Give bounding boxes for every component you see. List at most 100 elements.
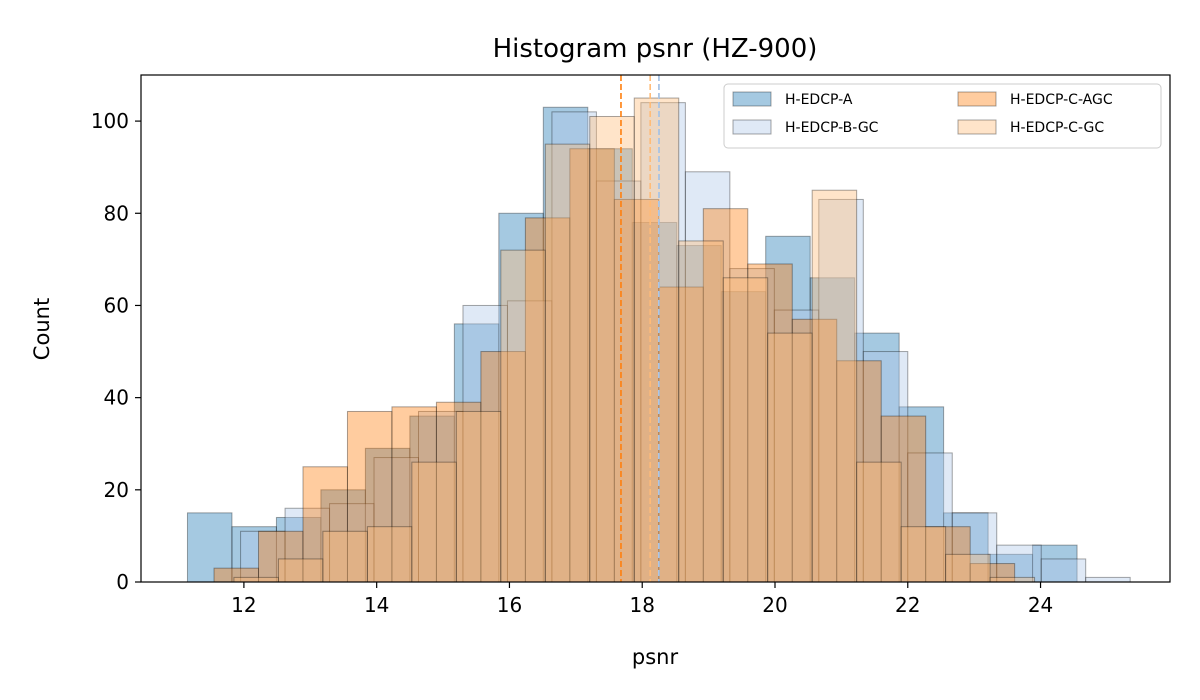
histogram-bar xyxy=(544,143,591,583)
histogram-bars xyxy=(186,97,1131,583)
histogram-bar xyxy=(258,530,304,583)
histogram-bar xyxy=(500,249,546,583)
histogram-bar xyxy=(589,115,635,583)
histogram-bar xyxy=(233,576,279,583)
histogram-bar xyxy=(320,489,366,583)
histogram-bar xyxy=(989,576,1036,583)
histogram-bar xyxy=(633,97,680,583)
histogram-bar xyxy=(569,148,615,583)
series-2 xyxy=(240,102,1131,583)
histogram-bar xyxy=(720,291,767,583)
y-tick-label: 80 xyxy=(104,201,129,225)
x-tick-label: 14 xyxy=(364,593,389,617)
histogram-bar xyxy=(462,304,508,583)
chart-title: Histogram psnr (HZ-900) xyxy=(493,34,818,64)
histogram-bar xyxy=(435,401,482,583)
histogram-bar xyxy=(676,245,722,583)
y-tick-label: 40 xyxy=(104,386,129,410)
histogram-bar xyxy=(524,217,571,583)
histogram-bar xyxy=(417,410,464,583)
legend-swatch xyxy=(957,119,997,135)
histogram-bar xyxy=(854,332,900,583)
histogram-bar xyxy=(836,360,882,583)
y-tick-label: 60 xyxy=(104,293,129,317)
histogram-bar xyxy=(240,530,286,583)
y-tick-label: 20 xyxy=(104,478,129,502)
histogram-bar xyxy=(898,406,945,583)
series-4 xyxy=(233,97,1036,583)
x-tick-label: 18 xyxy=(629,593,654,617)
histogram-bar xyxy=(640,102,686,583)
histogram-bar xyxy=(277,558,324,583)
histogram-bar xyxy=(722,277,769,583)
legend: H-EDCP-A H-EDCP-B-GC H-EDCP-C-AGC H-EDCP-C-… xyxy=(723,83,1162,149)
histogram-bar xyxy=(480,351,526,583)
series-1 xyxy=(186,106,1078,583)
x-tick-label: 16 xyxy=(497,593,522,617)
histogram-bar xyxy=(631,221,678,583)
histogram-bar xyxy=(409,415,455,583)
histogram-bar xyxy=(856,461,902,583)
histogram-bar xyxy=(773,309,820,583)
x-tick-label: 22 xyxy=(895,593,920,617)
plot-frame xyxy=(140,74,1171,583)
x-axis-label: psnr xyxy=(632,645,679,669)
legend-swatch xyxy=(732,91,772,107)
histogram-bar xyxy=(284,507,331,583)
histogram-bar xyxy=(455,410,502,583)
legend-swatch xyxy=(957,91,997,107)
histogram-bar xyxy=(322,530,368,583)
histogram-bar xyxy=(945,553,991,583)
histogram-bar xyxy=(231,526,277,583)
y-tick-label: 100 xyxy=(91,109,129,133)
histogram-bar xyxy=(951,512,998,583)
histogram-bar xyxy=(186,512,233,583)
histogram-bar xyxy=(506,300,553,583)
histogram-bar xyxy=(678,240,724,583)
y-axis-ticks: 0 20 40 60 80 100 xyxy=(91,109,141,594)
histogram-bar xyxy=(1032,544,1078,583)
histogram-bar xyxy=(684,171,731,583)
x-tick-label: 20 xyxy=(762,593,787,617)
legend-frame xyxy=(723,83,1162,149)
histogram-bar xyxy=(373,457,419,583)
histogram-bar xyxy=(702,208,749,583)
histogram-bar xyxy=(925,526,971,583)
legend-label: H-EDCP-A xyxy=(785,92,853,108)
histogram-bar xyxy=(411,461,457,583)
legend-label: H-EDCP-C-AGC xyxy=(1010,92,1113,108)
legend-label: H-EDCP-B-GC xyxy=(785,120,879,136)
y-tick-label: 0 xyxy=(116,570,129,594)
histogram-bar xyxy=(587,148,633,583)
histogram-bar xyxy=(907,452,953,583)
histogram-bar xyxy=(880,415,927,583)
histogram-bar xyxy=(943,512,989,583)
histogram-bar xyxy=(391,406,437,583)
histogram-bar xyxy=(767,332,813,583)
legend-swatch xyxy=(732,119,772,135)
histogram-bar xyxy=(329,503,375,583)
mean-lines xyxy=(620,75,660,582)
histogram-bar xyxy=(346,410,393,583)
histogram-bar xyxy=(987,553,1034,583)
histogram-bar xyxy=(551,111,597,583)
histogram-bar xyxy=(765,235,811,583)
histogram-bar xyxy=(900,526,947,583)
histogram-bar xyxy=(275,516,322,583)
x-tick-label: 12 xyxy=(231,593,256,617)
x-tick-label: 24 xyxy=(1028,593,1053,617)
histogram-bar xyxy=(862,351,909,583)
histogram-bar xyxy=(366,526,413,583)
x-axis-ticks: 12 14 16 18 20 22 24 xyxy=(231,582,1053,617)
histogram-bar xyxy=(1085,576,1131,583)
histogram-bar xyxy=(498,212,544,583)
histogram-bar xyxy=(747,263,793,583)
legend-label: H-EDCP-C-GC xyxy=(1010,120,1104,136)
histogram-bar xyxy=(1040,558,1087,583)
histogram-bar xyxy=(302,466,348,583)
histogram-bar xyxy=(595,180,642,583)
histogram-bar xyxy=(809,277,856,583)
histogram-bar xyxy=(811,189,858,583)
y-axis-label: Count xyxy=(30,298,54,360)
